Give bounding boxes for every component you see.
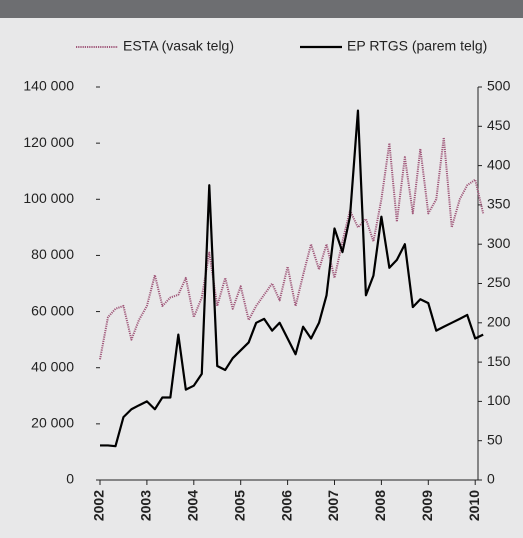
x-tick-label: 2007 xyxy=(325,490,341,521)
y2-tick-label: 0 xyxy=(487,471,495,487)
y2-tick-label: 300 xyxy=(487,235,511,251)
y-tick-label: 140 000 xyxy=(23,78,74,94)
x-tick-label: 2003 xyxy=(138,490,154,521)
y2-tick-label: 150 xyxy=(487,353,511,369)
y2-tick-label: 250 xyxy=(487,274,511,290)
x-tick-label: 2009 xyxy=(419,490,435,521)
y2-tick-label: 200 xyxy=(487,314,511,330)
legend-label: ESTA (vasak telg) xyxy=(123,38,234,54)
y-tick-label: 100 000 xyxy=(23,190,74,206)
y-tick-label: 120 000 xyxy=(23,134,74,150)
y2-tick-label: 100 xyxy=(487,392,511,408)
y2-tick-label: 500 xyxy=(487,78,511,94)
header-band xyxy=(0,0,523,18)
x-tick-label: 2005 xyxy=(231,490,247,521)
x-tick-label: 2004 xyxy=(185,490,201,521)
x-tick-label: 2002 xyxy=(91,490,107,521)
legend-label: EP RTGS (parem telg) xyxy=(347,38,487,54)
x-tick-label: 2010 xyxy=(466,490,482,521)
y2-tick-label: 50 xyxy=(487,431,503,447)
y2-tick-label: 350 xyxy=(487,196,511,212)
y-tick-label: 80 000 xyxy=(31,246,74,262)
y-tick-label: 0 xyxy=(66,471,74,487)
x-tick-label: 2008 xyxy=(372,490,388,521)
series-line xyxy=(100,109,484,448)
y-tick-label: 20 000 xyxy=(31,415,74,431)
y-tick-label: 40 000 xyxy=(31,358,74,374)
x-tick-label: 2006 xyxy=(278,490,294,521)
y2-tick-label: 450 xyxy=(487,117,511,133)
y-tick-label: 60 000 xyxy=(31,302,74,318)
y2-tick-label: 400 xyxy=(487,156,511,172)
